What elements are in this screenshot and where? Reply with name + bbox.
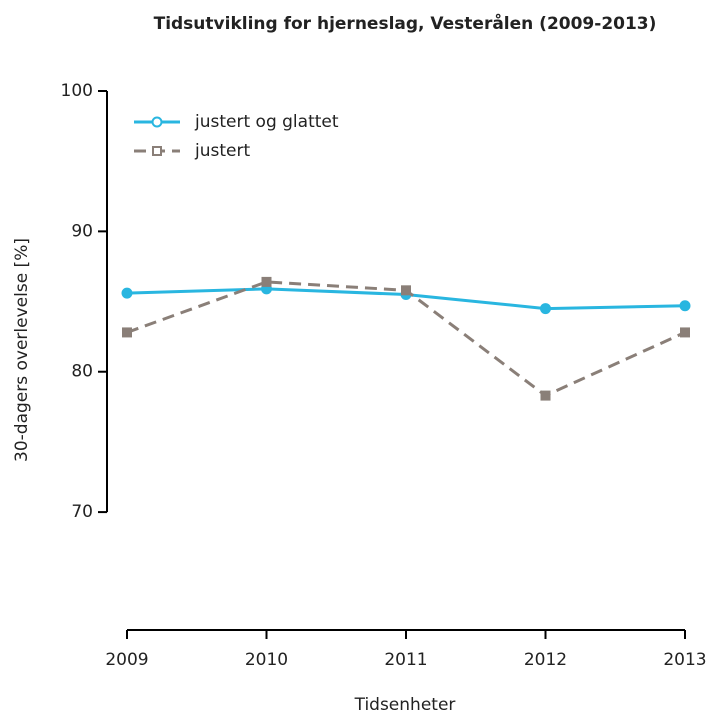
x-tick-label: 2010 (245, 650, 288, 670)
data-point (679, 300, 691, 312)
legend-label: justert (194, 141, 250, 161)
data-point (121, 287, 133, 299)
y-tick-label: 100 (61, 81, 93, 101)
legend-label: justert og glattet (194, 112, 339, 132)
data-point (680, 327, 690, 338)
chart-title: Tidsutvikling for hjerneslag, Vesterålen… (154, 12, 657, 34)
data-point (540, 303, 551, 315)
y-tick-label: 70 (71, 502, 93, 522)
x-tick-label: 2013 (663, 650, 706, 670)
x-axis-label: Tidsenheter (354, 695, 456, 715)
y-tick-label: 80 (71, 362, 93, 382)
x-tick-label: 2012 (524, 650, 567, 670)
y-tick-label: 90 (71, 221, 93, 241)
data-point (122, 327, 132, 338)
data-point (540, 390, 551, 401)
legend-marker (152, 146, 162, 156)
x-tick-label: 2011 (384, 650, 427, 670)
legend-marker (151, 116, 163, 128)
data-point (261, 276, 272, 287)
x-tick-label: 2009 (105, 650, 148, 670)
data-point (401, 285, 411, 296)
y-axis-label: 30-dagers overlevelse [%] (12, 238, 32, 462)
